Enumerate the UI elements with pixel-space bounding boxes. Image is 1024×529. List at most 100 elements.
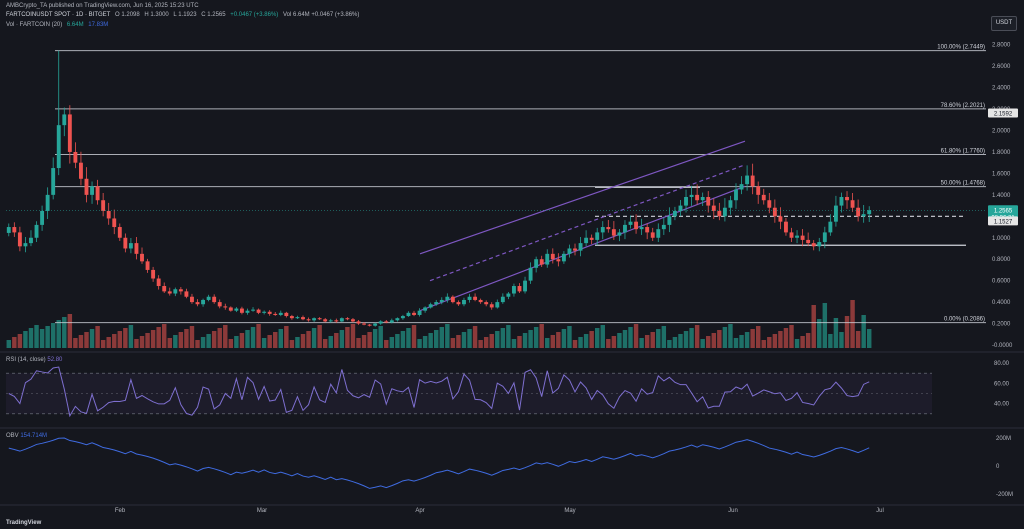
tradingview-logo: TradingView <box>6 520 42 526</box>
volume-bar <box>350 324 356 348</box>
candle-body <box>473 296 478 300</box>
volume-bar <box>84 332 89 348</box>
volume-bar <box>644 335 650 348</box>
volume-bar <box>389 337 395 348</box>
candle-body <box>6 227 11 233</box>
volume-bar <box>461 332 467 348</box>
volume-bar <box>850 300 855 348</box>
rsi-tick-label: 60.00 <box>994 381 1010 387</box>
volume-bar <box>89 329 95 348</box>
candle-body <box>539 259 544 265</box>
candle-body <box>678 205 683 211</box>
volume-bar <box>356 338 361 348</box>
volume-bar <box>156 327 161 348</box>
candle-body <box>756 186 761 195</box>
candle-body <box>284 312 289 317</box>
volume-bar <box>311 328 317 348</box>
volume-bar <box>128 325 134 348</box>
fib-level-label: 50.00% (1.4768) <box>941 181 985 187</box>
volume-bar <box>700 339 705 348</box>
price-label-text: 1.2565 <box>994 208 1013 214</box>
candle-body <box>856 207 861 217</box>
candle-body <box>306 319 311 321</box>
volume-bar <box>28 328 34 348</box>
volume-bar <box>200 337 206 348</box>
candle-body <box>212 296 217 303</box>
rsi-value: 52.80 <box>47 357 63 363</box>
candle-body <box>817 242 822 247</box>
candle-body <box>162 286 167 292</box>
currency-button[interactable]: USDT <box>991 16 1017 31</box>
candle-body <box>428 304 433 308</box>
candle-body <box>806 239 811 244</box>
candle-body <box>845 197 849 201</box>
candle-body <box>173 289 178 294</box>
volume-bar <box>112 334 117 348</box>
volume-bar <box>528 330 533 348</box>
volume-bar <box>755 326 761 348</box>
volume-bar <box>628 327 633 348</box>
volume-bar <box>833 318 839 348</box>
time-axis-label: May <box>564 508 575 514</box>
volume-bar <box>100 340 106 348</box>
candle-body <box>450 296 455 303</box>
candle-body <box>423 307 428 311</box>
candle-body <box>795 235 800 238</box>
candle-body <box>761 194 766 201</box>
candle-body <box>367 324 372 326</box>
candle-body <box>117 227 122 238</box>
price-tick-label: -0.0000 <box>992 343 1013 349</box>
candle-body <box>617 232 622 236</box>
candle-body <box>345 318 350 320</box>
volume-bar <box>206 334 211 348</box>
volume-bar <box>95 326 100 348</box>
volume-bar <box>56 320 61 348</box>
rsi-label: RSI (14, close) <box>6 357 46 363</box>
volume-bar <box>456 335 461 348</box>
fib-level-label: 100.00% (2.7449) <box>937 45 985 51</box>
candle-body <box>556 259 561 262</box>
price-tick-label: 1.6000 <box>992 171 1011 177</box>
volume-bar <box>306 331 311 348</box>
candle-body <box>600 227 605 233</box>
volume-bar <box>572 340 578 348</box>
obv-tick-label: -200M <box>996 492 1013 498</box>
candle-body <box>645 227 650 233</box>
volume-bar <box>855 331 861 348</box>
price-tick-label: 2.0000 <box>992 129 1011 135</box>
volume-bar <box>789 325 794 348</box>
candle-body <box>201 299 206 305</box>
candle-body <box>289 316 294 319</box>
candle-body <box>561 253 566 262</box>
volume-bar <box>395 334 400 348</box>
volume-bar <box>839 332 844 348</box>
candle-body <box>439 299 444 303</box>
candle-body <box>722 207 727 217</box>
candle-body <box>112 218 117 228</box>
candle-body <box>734 189 738 201</box>
candle-body <box>606 227 611 230</box>
volume-bar <box>744 332 750 348</box>
volume-bar <box>378 326 383 348</box>
volume-bar <box>678 334 683 348</box>
candle-body <box>656 229 661 238</box>
volume-bar <box>711 333 717 348</box>
candle-body <box>389 320 394 323</box>
volume-bar <box>706 336 711 348</box>
volume-bar <box>522 333 528 348</box>
volume-bar <box>805 333 811 348</box>
volume-bar <box>478 340 483 348</box>
obv-tick-label: 0 <box>996 464 1000 470</box>
candle-body <box>417 310 422 315</box>
price-tick-label: 2.6000 <box>992 64 1011 70</box>
volume-bar <box>761 340 766 348</box>
candle-body <box>400 316 405 319</box>
candle-body <box>528 267 533 281</box>
candle-body <box>56 125 61 169</box>
volume-bar <box>106 337 111 348</box>
candle-body <box>434 302 439 305</box>
volume-bar <box>195 340 200 348</box>
rsi-tick-label: 40.00 <box>994 402 1010 408</box>
candle-body <box>40 210 45 225</box>
